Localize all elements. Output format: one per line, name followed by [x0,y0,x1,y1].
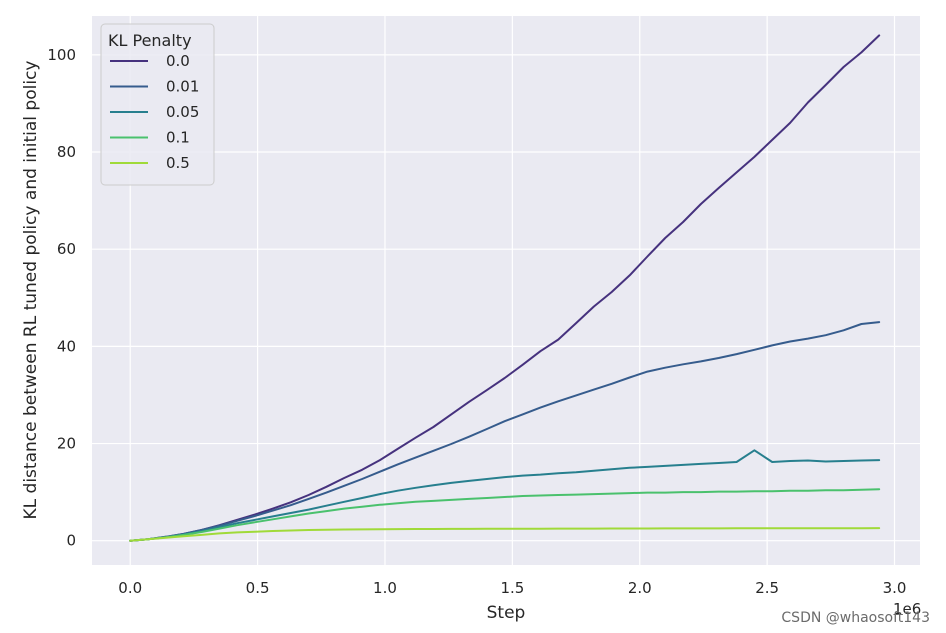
y-tick-label: 60 [57,240,76,258]
legend-label: 0.01 [166,78,199,96]
series-lines [129,34,881,542]
x-tick-label: 1.0 [373,579,397,597]
y-tick-label: 80 [57,143,76,161]
legend-title: KL Penalty [108,31,192,50]
legend-label: 0.5 [166,154,190,172]
grid [92,16,920,565]
series-line-0-5 [129,527,881,542]
y-tick-label: 40 [57,337,76,355]
legend-items: 0.0 0.01 0.05 0.1 0.5 [110,52,199,172]
series-line-0-05 [129,449,881,542]
x-tick-label: 3.0 [883,579,907,597]
series-line-0-1 [129,488,881,542]
x-offset-label: 1e6 [893,600,921,618]
x-tick-labels: 0.0 0.5 1.0 1.5 2.0 2.5 3.0 [118,579,906,597]
legend: KL Penalty 0.0 0.01 0.05 0.1 0.5 [100,23,215,186]
x-tick-label: 0.5 [246,579,270,597]
y-tick-label: 100 [47,46,76,64]
legend-label: 0.1 [166,129,190,147]
legend-label: 0.05 [166,103,199,121]
x-tick-label: 2.0 [628,579,652,597]
series-line-0-0 [129,34,881,542]
legend-box [100,23,215,186]
x-axis-label: Step [487,603,526,623]
x-tick-label: 1.5 [500,579,524,597]
plot-background [92,16,920,565]
legend-label: 0.0 [166,52,190,70]
x-tick-label: 2.5 [755,579,779,597]
x-tick-label: 0.0 [118,579,142,597]
series-line-0-01 [129,321,881,542]
y-tick-label: 0 [66,532,76,550]
y-tick-label: 20 [57,435,76,453]
y-axis-label: KL distance between RL tuned policy and … [21,61,41,520]
y-tick-labels: 0 20 40 60 80 100 [47,46,76,550]
watermark: CSDN @whaosoft143 [781,610,930,626]
